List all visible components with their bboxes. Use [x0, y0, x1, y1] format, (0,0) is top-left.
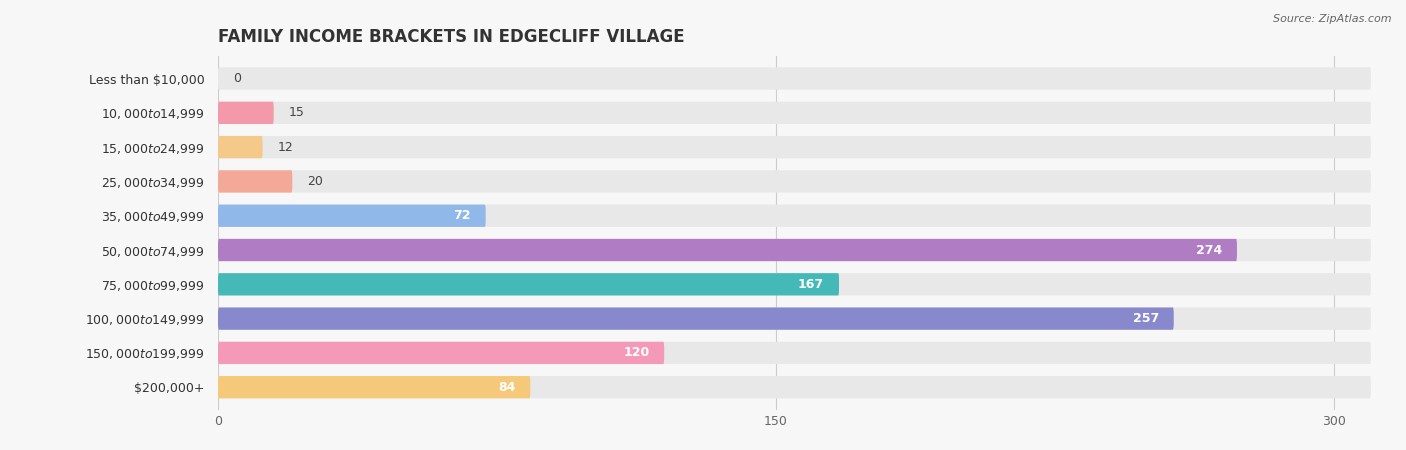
FancyBboxPatch shape: [218, 170, 292, 193]
Text: 20: 20: [307, 175, 323, 188]
FancyBboxPatch shape: [218, 102, 274, 124]
FancyBboxPatch shape: [218, 68, 1371, 90]
Text: 15: 15: [288, 106, 305, 119]
Text: 257: 257: [1133, 312, 1159, 325]
FancyBboxPatch shape: [218, 307, 1371, 330]
FancyBboxPatch shape: [218, 102, 1371, 124]
FancyBboxPatch shape: [218, 239, 1237, 261]
FancyBboxPatch shape: [218, 342, 1371, 364]
FancyBboxPatch shape: [218, 170, 1371, 193]
Text: 0: 0: [233, 72, 240, 85]
Text: 72: 72: [453, 209, 471, 222]
FancyBboxPatch shape: [218, 273, 839, 296]
FancyBboxPatch shape: [218, 239, 1371, 261]
FancyBboxPatch shape: [218, 136, 1371, 158]
Text: 274: 274: [1197, 243, 1222, 256]
FancyBboxPatch shape: [218, 376, 530, 398]
Text: 84: 84: [498, 381, 516, 394]
Text: Source: ZipAtlas.com: Source: ZipAtlas.com: [1274, 14, 1392, 23]
Text: 167: 167: [799, 278, 824, 291]
FancyBboxPatch shape: [218, 205, 1371, 227]
FancyBboxPatch shape: [218, 273, 1371, 296]
FancyBboxPatch shape: [218, 342, 664, 364]
FancyBboxPatch shape: [218, 205, 485, 227]
FancyBboxPatch shape: [218, 136, 263, 158]
Text: FAMILY INCOME BRACKETS IN EDGECLIFF VILLAGE: FAMILY INCOME BRACKETS IN EDGECLIFF VILL…: [218, 28, 685, 46]
Text: 120: 120: [623, 346, 650, 360]
FancyBboxPatch shape: [218, 376, 1371, 398]
Text: 12: 12: [277, 141, 294, 153]
FancyBboxPatch shape: [218, 307, 1174, 330]
